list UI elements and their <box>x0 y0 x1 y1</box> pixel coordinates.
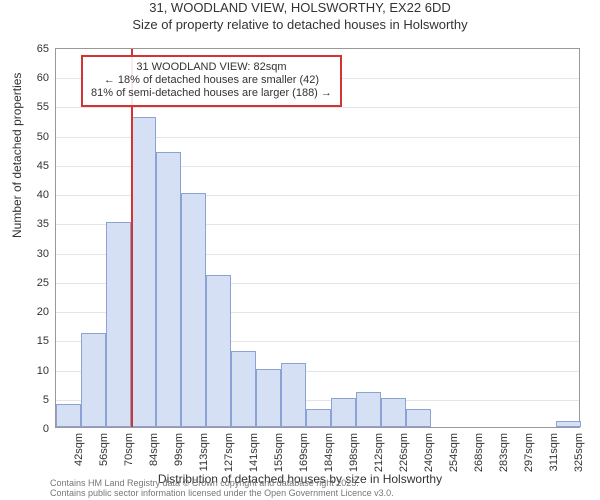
x-tick-label: 198sqm <box>348 433 360 472</box>
x-tick-label: 127sqm <box>223 433 235 472</box>
x-tick-label: 297sqm <box>523 433 535 472</box>
x-tick-label: 70sqm <box>123 433 135 466</box>
histogram-bar <box>231 351 256 427</box>
histogram-bar <box>306 409 331 427</box>
y-tick-label: 15 <box>24 335 49 347</box>
histogram-bar <box>106 222 131 427</box>
y-tick-label: 5 <box>24 394 49 406</box>
plot-area: 0510152025303540455055606542sqm56sqm70sq… <box>55 48 580 428</box>
y-tick-label: 50 <box>24 131 49 143</box>
histogram-bar <box>381 398 406 427</box>
y-axis-label: Number of detached properties <box>10 73 24 238</box>
histogram-bar <box>356 392 381 427</box>
histogram-bar <box>181 193 206 427</box>
x-tick-label: 311sqm <box>548 433 560 471</box>
histogram-bar <box>156 152 181 427</box>
y-tick-label: 10 <box>24 365 49 377</box>
callout-line: ← 18% of detached houses are smaller (42… <box>91 74 332 87</box>
x-tick-label: 268sqm <box>473 433 485 472</box>
x-tick-label: 99sqm <box>173 433 185 466</box>
y-tick-label: 0 <box>24 423 49 435</box>
callout-line: 81% of semi-detached houses are larger (… <box>91 87 332 100</box>
x-tick-label: 283sqm <box>498 433 510 472</box>
histogram-bar <box>256 369 281 427</box>
y-tick-label: 30 <box>24 248 49 260</box>
y-tick-label: 35 <box>24 218 49 230</box>
histogram-bar <box>556 421 581 427</box>
y-tick-label: 40 <box>24 189 49 201</box>
y-tick-label: 65 <box>24 43 49 55</box>
y-tick-label: 55 <box>24 101 49 113</box>
histogram-bar <box>281 363 306 427</box>
callout-box: 31 WOODLAND VIEW: 82sqm← 18% of detached… <box>81 55 342 107</box>
callout-line: 31 WOODLAND VIEW: 82sqm <box>91 61 332 74</box>
x-tick-label: 254sqm <box>448 433 460 472</box>
chart-title: 31, WOODLAND VIEW, HOLSWORTHY, EX22 6DD <box>0 0 600 15</box>
histogram-bar <box>331 398 356 427</box>
x-tick-label: 56sqm <box>98 433 110 466</box>
x-tick-label: 240sqm <box>423 433 435 472</box>
x-tick-label: 113sqm <box>198 433 210 471</box>
x-tick-label: 141sqm <box>248 433 260 472</box>
x-tick-label: 325sqm <box>573 433 585 472</box>
histogram-bar <box>81 333 106 427</box>
chart-subtitle: Size of property relative to detached ho… <box>0 17 600 32</box>
histogram-bar <box>56 404 81 427</box>
histogram-bar <box>131 117 156 427</box>
histogram-bar <box>406 409 431 427</box>
x-tick-label: 226sqm <box>398 433 410 472</box>
y-tick-label: 60 <box>24 72 49 84</box>
x-tick-label: 169sqm <box>298 433 310 472</box>
x-tick-label: 155sqm <box>273 433 285 472</box>
y-tick-label: 45 <box>24 160 49 172</box>
histogram-bar <box>206 275 231 427</box>
x-tick-label: 212sqm <box>373 433 385 472</box>
x-tick-label: 184sqm <box>323 433 335 472</box>
x-tick-label: 84sqm <box>148 433 160 466</box>
y-tick-label: 20 <box>24 306 49 318</box>
x-tick-label: 42sqm <box>73 433 85 466</box>
footer-attribution: Contains HM Land Registry data © Crown c… <box>50 479 394 499</box>
y-tick-label: 25 <box>24 277 49 289</box>
footer-line2: Contains public sector information licen… <box>50 489 394 499</box>
